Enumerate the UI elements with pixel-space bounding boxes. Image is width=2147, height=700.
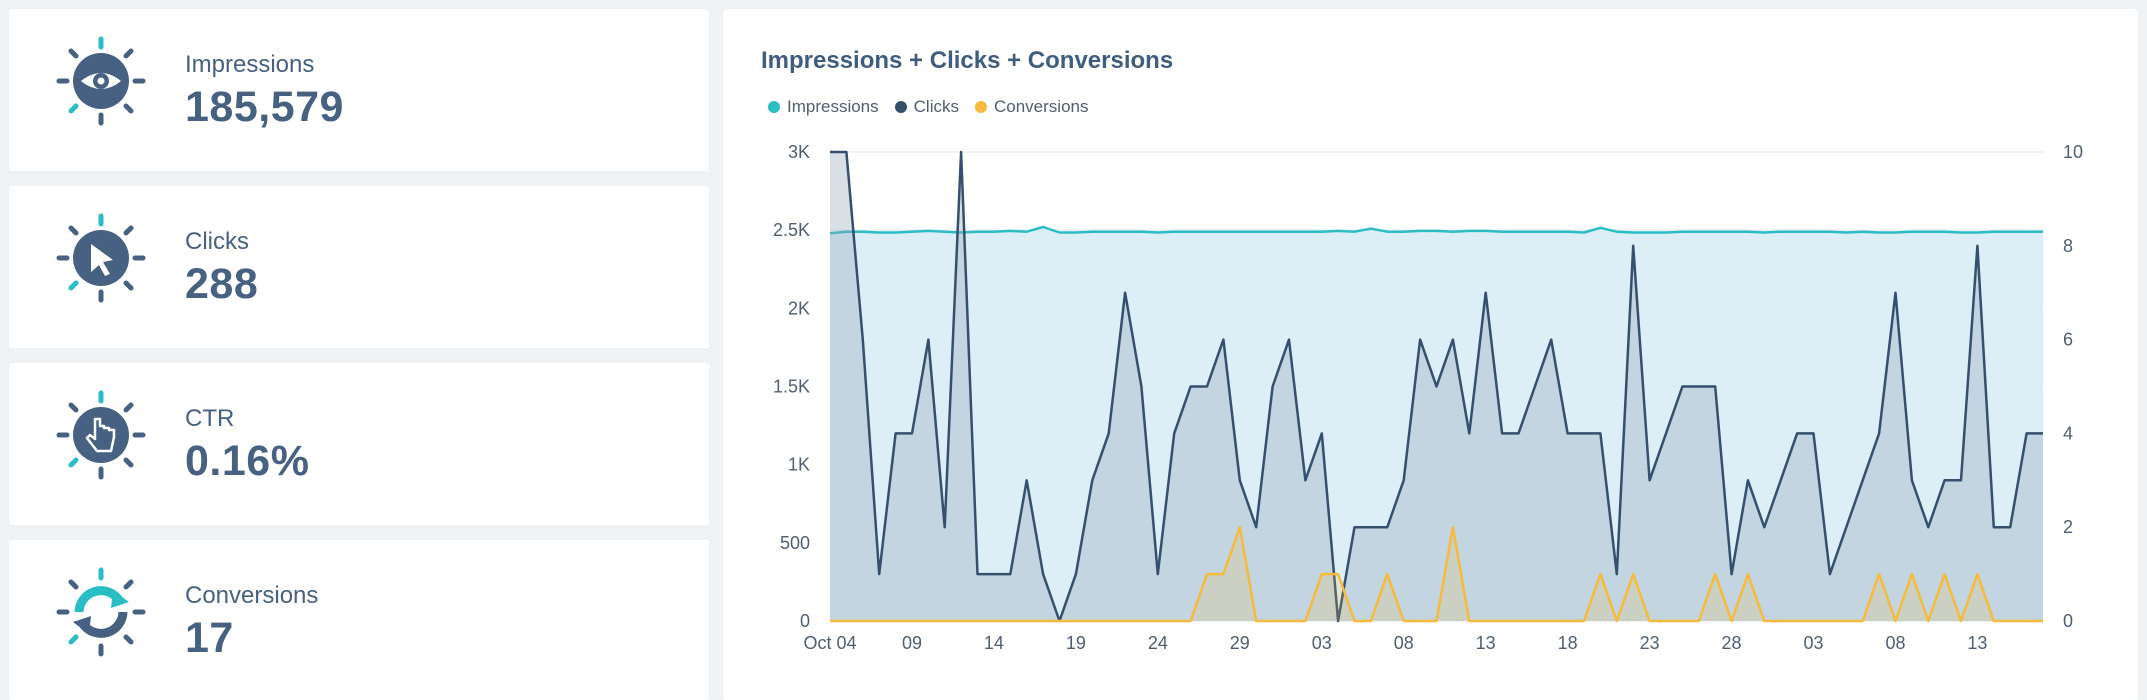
y-left-tick-label: 2.5K (773, 220, 810, 240)
x-tick-label: 08 (1885, 633, 1905, 653)
x-tick-label: 13 (1476, 633, 1496, 653)
legend-label: Impressions (787, 97, 879, 116)
kpi-value: 185,579 (185, 83, 344, 131)
kpi-label: Clicks (185, 228, 249, 255)
pointer-hand-icon (56, 390, 146, 480)
kpi-value: 17 (185, 614, 234, 662)
x-tick-label: 03 (1312, 633, 1332, 653)
legend-dot-icon (894, 101, 907, 113)
y-left-tick-label: 3K (788, 142, 810, 162)
series-line-impressions (829, 225, 2043, 235)
x-tick-label: 13 (1967, 633, 1987, 653)
x-tick-label: 29 (1230, 633, 1250, 653)
cursor-icon (56, 213, 146, 303)
kpi-value: 288 (185, 260, 259, 308)
y-left-tick-label: 0 (800, 611, 810, 631)
x-tick-label: 19 (1066, 633, 1086, 653)
kpi-value: 0.16% (185, 437, 310, 485)
kpi-card-conversions: Conversions 17 (9, 540, 709, 700)
legend-label: Clicks (913, 97, 959, 116)
x-tick-label: 08 (1394, 633, 1414, 653)
kpi-card-ctr: CTR 0.16% (9, 363, 709, 525)
series-line-clicks (830, 150, 2043, 623)
chart-panel: Impressions + Clicks + Conversions Impre… (723, 9, 2138, 700)
eye-icon (56, 36, 146, 126)
y-right-tick-label: 8 (2063, 236, 2073, 256)
y-right-tick-label: 10 (2063, 142, 2083, 162)
y-left-tick-label: 1.5K (773, 377, 810, 397)
y-left-tick-label: 2K (788, 298, 810, 318)
legend-label: Conversions (993, 97, 1089, 116)
kpi-label: Impressions (185, 51, 315, 78)
x-tick-label: 03 (1803, 633, 1823, 653)
legend-dot-icon (768, 101, 780, 113)
x-tick-label: 23 (1640, 633, 1660, 653)
series-line-conversions (830, 525, 2043, 623)
kpi-label: Conversions (185, 582, 319, 609)
y-right-tick-label: 6 (2063, 330, 2073, 350)
x-tick-label: Oct 04 (803, 633, 856, 653)
chart-legend: Impressions Clicks Conversions (768, 97, 1088, 117)
x-tick-label: 09 (902, 633, 922, 653)
y-right-tick-label: 4 (2063, 423, 2073, 443)
x-tick-label: 18 (1558, 633, 1578, 653)
x-tick-label: 24 (1148, 633, 1168, 653)
x-tick-label: 14 (984, 633, 1004, 653)
kpi-card-clicks: Clicks 288 (9, 186, 709, 348)
legend-dot-icon (974, 101, 987, 113)
kpi-card-impressions: Impressions 185,579 (9, 9, 709, 171)
y-left-tick-label: 500 (780, 533, 810, 553)
legend-item-clicks[interactable]: Clicks (894, 97, 959, 117)
x-tick-label: 28 (1722, 633, 1742, 653)
legend-item-conversions[interactable]: Conversions (974, 97, 1089, 117)
y-right-tick-label: 0 (2063, 611, 2073, 631)
refresh-arrows-icon (56, 567, 146, 657)
y-right-tick-label: 2 (2063, 517, 2073, 537)
kpi-label: CTR (185, 405, 235, 432)
y-left-tick-label: 1K (788, 455, 810, 475)
legend-item-impressions[interactable]: Impressions (768, 97, 879, 117)
chart-title: Impressions + Clicks + Conversions (761, 47, 1174, 74)
